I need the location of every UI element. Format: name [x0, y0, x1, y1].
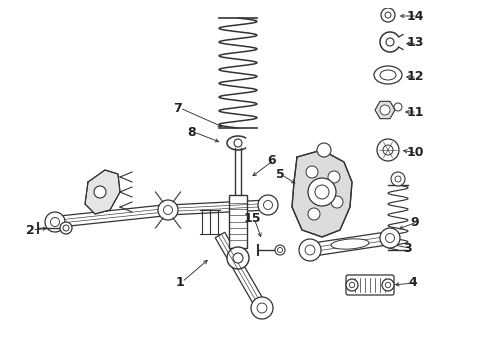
Circle shape: [226, 247, 248, 269]
Circle shape: [307, 208, 319, 220]
Circle shape: [393, 103, 401, 111]
Ellipse shape: [330, 239, 368, 249]
Circle shape: [379, 105, 389, 115]
Text: 8: 8: [187, 126, 196, 139]
Circle shape: [348, 282, 354, 288]
Circle shape: [163, 206, 172, 215]
Circle shape: [50, 217, 60, 226]
Circle shape: [316, 143, 330, 157]
Circle shape: [305, 245, 314, 255]
FancyBboxPatch shape: [228, 195, 246, 248]
Text: 15: 15: [243, 211, 260, 225]
Circle shape: [158, 200, 178, 220]
Text: 7: 7: [173, 102, 182, 114]
Polygon shape: [85, 170, 120, 214]
Text: 10: 10: [406, 147, 423, 159]
Text: 12: 12: [406, 71, 423, 84]
Circle shape: [379, 228, 399, 248]
Circle shape: [60, 222, 72, 234]
Circle shape: [232, 253, 243, 263]
Text: 13: 13: [406, 36, 423, 49]
Circle shape: [274, 245, 285, 255]
Circle shape: [307, 178, 335, 206]
Ellipse shape: [379, 70, 395, 80]
Circle shape: [380, 8, 394, 22]
Circle shape: [327, 171, 339, 183]
Circle shape: [381, 279, 393, 291]
Circle shape: [385, 282, 390, 288]
Circle shape: [298, 239, 320, 261]
Polygon shape: [167, 200, 268, 215]
Circle shape: [234, 139, 242, 147]
Text: 4: 4: [408, 276, 417, 289]
Text: 1: 1: [175, 275, 184, 288]
Circle shape: [384, 12, 390, 18]
Circle shape: [394, 176, 400, 182]
Circle shape: [263, 201, 272, 210]
Circle shape: [250, 297, 272, 319]
Circle shape: [45, 212, 65, 232]
Text: 3: 3: [403, 242, 411, 255]
Circle shape: [314, 185, 328, 199]
Circle shape: [385, 234, 394, 243]
Text: 6: 6: [267, 153, 276, 166]
Text: 2: 2: [25, 224, 34, 237]
Text: 11: 11: [406, 105, 423, 118]
Circle shape: [385, 38, 393, 46]
Circle shape: [257, 303, 266, 313]
Ellipse shape: [373, 66, 401, 84]
Text: 14: 14: [406, 9, 423, 22]
Circle shape: [376, 139, 398, 161]
Polygon shape: [308, 231, 390, 256]
Circle shape: [305, 166, 317, 178]
Circle shape: [390, 172, 404, 186]
FancyBboxPatch shape: [346, 275, 393, 295]
Polygon shape: [291, 150, 351, 237]
Circle shape: [277, 248, 282, 252]
Circle shape: [346, 279, 357, 291]
Circle shape: [94, 186, 106, 198]
Text: 5: 5: [275, 168, 284, 181]
Circle shape: [330, 196, 342, 208]
Text: 9: 9: [410, 216, 418, 229]
Circle shape: [382, 145, 392, 155]
Circle shape: [258, 195, 278, 215]
Polygon shape: [54, 204, 168, 228]
Circle shape: [63, 225, 69, 231]
Polygon shape: [215, 232, 266, 311]
